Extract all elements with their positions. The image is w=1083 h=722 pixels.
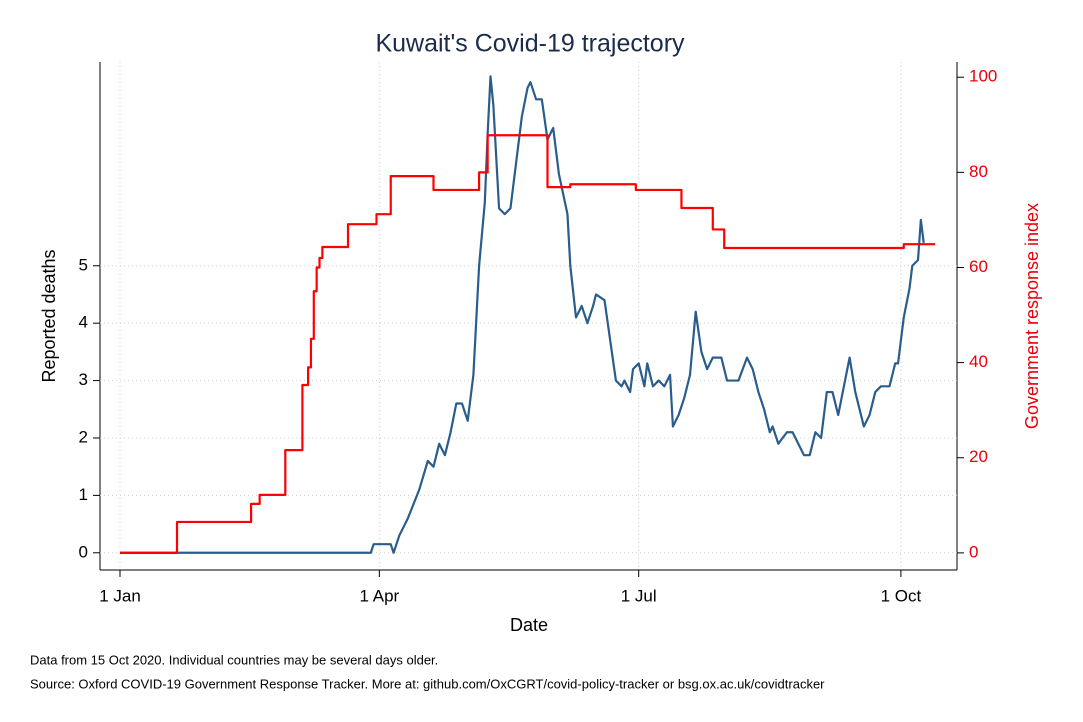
grid: 1 Jan 1 Apr 1 Jul 1 Oct 0 1 2 3 4 5 0 20 40 60 80 100	[79, 62, 997, 605]
y-tick-label: 3	[79, 370, 88, 389]
x-tick-label: 1 Jan	[99, 586, 141, 605]
x-axis-label: Date	[510, 615, 548, 635]
note: Source: Oxford COVID-19 Government Respo…	[30, 676, 825, 691]
y2-tick-label: 60	[969, 257, 988, 276]
y-tick-label: 1	[79, 485, 88, 504]
y-tick-label: 0	[79, 542, 88, 561]
y-tick-label: 2	[79, 427, 88, 446]
note: Data from 15 Oct 2020. Individual countr…	[30, 652, 438, 667]
y2-tick-label: 40	[969, 352, 988, 371]
y2-tick-label: 20	[969, 447, 988, 466]
y-tick-label: 4	[79, 313, 88, 332]
deaths-line	[120, 75, 925, 554]
x-tick-label: 1 Oct	[881, 586, 922, 605]
y-tick-label: 5	[79, 255, 88, 274]
chart-title: Kuwait's Covid-19 trajectory	[375, 30, 685, 58]
y2-tick-label: 100	[969, 67, 997, 86]
y2-tick-label: 80	[969, 162, 988, 181]
response-index-line	[120, 134, 936, 554]
x-tick-label: 1 Jul	[621, 586, 657, 605]
y2-tick-label: 0	[969, 542, 978, 561]
plot-area	[120, 75, 936, 554]
y2-axis-label: Government response index	[1022, 203, 1042, 429]
y-axis-label: Reported deaths	[39, 249, 59, 382]
x-tick-label: 1 Apr	[359, 586, 399, 605]
